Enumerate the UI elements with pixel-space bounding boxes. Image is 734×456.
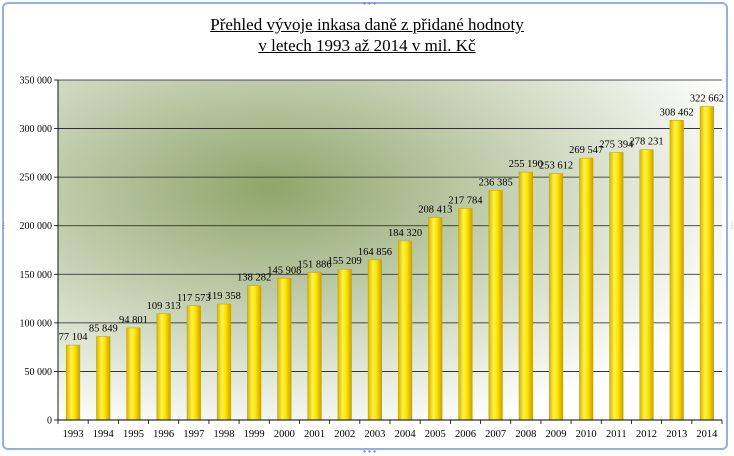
x-tick-label: 2004 [395,429,417,440]
resize-handle-right[interactable]: ⋮ [728,221,734,230]
data-label-1995: 94 801 [119,315,148,326]
x-tick-label: 2003 [364,429,385,440]
bar-2006 [458,208,473,421]
chart-title: Přehled vývoje inkasa daně z přidané hod… [0,14,734,56]
x-tick-label: 2009 [546,429,567,440]
x-tick-label: 2005 [425,429,446,440]
data-label-2014: 322 662 [690,94,724,105]
y-tick-label: 350 000 [20,76,53,87]
data-label-2002: 155 209 [328,256,362,267]
data-label-1997: 117 573 [177,293,211,304]
x-tick-label: 1996 [153,429,174,440]
bar-2007 [488,190,503,421]
resize-handle-left[interactable]: ⋮ [0,221,8,230]
bar-2003 [367,259,383,421]
data-label-1993: 77 104 [59,332,89,343]
y-tick-label: 200 000 [20,221,53,232]
data-label-2008: 255 190 [509,159,543,170]
bar-2004 [397,240,413,421]
y-axis: 0 50 000 100 000 150 000 200 000 250 000 300 0… [20,76,59,427]
bar-1995 [126,327,141,421]
x-tick-label: 1995 [123,429,144,440]
x-tick-label: 2013 [666,429,687,440]
x-tick-label: 2014 [696,429,718,440]
x-tick-label: 2006 [455,429,476,440]
y-tick-label: 0 [47,416,52,427]
y-tick-label: 250 000 [20,173,53,184]
x-tick-label: 2012 [636,429,657,440]
resize-handle-bottom[interactable]: ∙∙∙ [362,447,378,456]
bar-2008 [518,171,533,421]
bar-1997 [186,305,201,421]
data-label-1996: 109 313 [147,301,181,312]
x-axis: 1993 1994 1995 1996 1997 1998 1999 2000 2001 2002… [57,419,723,440]
data-label-2007: 236 385 [479,177,513,188]
bar-1999 [247,285,262,421]
bar-2005 [428,217,443,421]
bar-2009 [548,173,564,421]
bar-2012 [639,149,654,421]
data-label-1994: 85 849 [89,324,118,335]
x-tick-label: 2001 [304,429,325,440]
data-label-2010: 269 547 [569,145,603,156]
chart-title-line-2: v letech 1993 až 2014 v mil. Kč [258,36,476,55]
bar-1998 [216,303,232,421]
x-tick-label: 1993 [63,429,84,440]
bar-1994 [96,336,111,421]
x-tick-label: 2008 [515,429,536,440]
data-label-2003: 164 856 [358,247,392,258]
bar-2000 [277,277,292,421]
x-tick-label: 1994 [93,429,115,440]
data-label-2005: 208 413 [418,205,452,216]
y-tick-label: 100 000 [20,318,53,329]
data-label-2001: 151 886 [297,259,331,270]
bar-2014 [699,106,714,421]
x-tick-label: 2002 [334,429,355,440]
x-tick-label: 2000 [274,429,295,440]
chart-title-line-1: Přehled vývoje inkasa daně z přidané hod… [210,15,524,34]
x-tick-label: 1999 [244,429,265,440]
data-label-1999: 138 282 [237,273,271,284]
data-label-2012: 278 231 [629,137,663,148]
data-label-1998: 119 358 [207,291,241,302]
x-tick-label: 2007 [485,429,506,440]
y-tick-label: 150 000 [20,270,53,281]
data-label-2013: 308 462 [660,107,694,118]
resize-handle-top[interactable]: ∙∙∙ [362,0,378,8]
x-tick-label: 2010 [576,429,597,440]
bar-2002 [337,268,352,421]
y-tick-label: 50 000 [25,367,53,378]
bar-2010 [579,157,594,421]
y-tick-label: 300 000 [20,124,53,135]
data-label-2000: 145 908 [267,265,301,276]
bar-2013 [669,120,684,421]
bar-2001 [307,272,322,421]
data-label-2006: 217 784 [448,195,483,206]
bar-1996 [156,313,171,421]
data-label-2009: 253 612 [539,161,573,172]
data-label-2011: 275 394 [599,139,634,150]
x-tick-label: 1998 [214,429,235,440]
bar-1993 [66,344,81,421]
data-label-2004: 184 320 [388,228,422,239]
bars [66,106,714,421]
x-tick-label: 2011 [606,429,627,440]
bar-2011 [609,152,624,421]
x-tick-label: 1997 [183,429,204,440]
